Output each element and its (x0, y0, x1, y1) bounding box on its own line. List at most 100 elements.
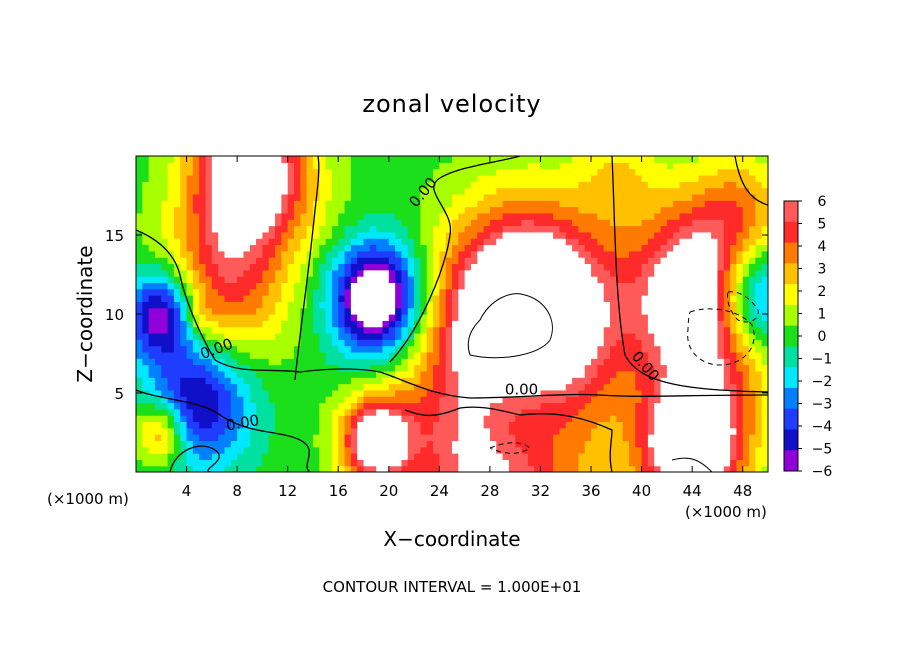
heatmap-cell (426, 421, 434, 429)
heatmap-cell (698, 402, 706, 410)
heatmap-cell (224, 446, 232, 454)
heatmap-cell (723, 453, 731, 460)
heatmap-cell (458, 225, 466, 233)
heatmap-cell (331, 269, 339, 277)
heatmap-cell (319, 339, 327, 347)
heatmap-cell (243, 225, 251, 233)
heatmap-cell (224, 364, 232, 372)
heatmap-cell (154, 314, 162, 321)
heatmap-cell (711, 446, 719, 454)
heatmap-cell (180, 377, 188, 385)
heatmap-cell (565, 257, 573, 265)
heatmap-cell (180, 263, 188, 271)
heatmap-cell (331, 434, 339, 441)
heatmap-cell (654, 187, 662, 195)
heatmap-cell (180, 389, 188, 397)
heatmap-cell (312, 389, 320, 397)
heatmap-cell (452, 345, 459, 353)
heatmap-cell (685, 440, 693, 448)
heatmap-cell (306, 440, 314, 448)
heatmap-cell (553, 389, 561, 397)
heatmap-cell (312, 465, 320, 472)
heatmap-cell (300, 263, 308, 271)
heatmap-cell (205, 206, 213, 214)
heatmap-cell (173, 250, 181, 258)
heatmap-cell (180, 231, 188, 239)
heatmap-cell (388, 345, 396, 353)
heatmap-cell (369, 238, 377, 246)
heatmap-cell (704, 257, 712, 265)
heatmap-cell (161, 257, 169, 265)
heatmap-cell (414, 301, 421, 309)
heatmap-cell (300, 383, 308, 391)
heatmap-cell (622, 162, 630, 170)
heatmap-cell (685, 377, 693, 385)
heatmap-cell (433, 295, 440, 302)
heatmap-cell (401, 162, 409, 170)
heatmap-cell (180, 250, 188, 258)
heatmap-cell (249, 332, 257, 340)
heatmap-cell (470, 257, 478, 265)
heatmap-cell (502, 415, 510, 423)
heatmap-cell (445, 415, 453, 423)
heatmap-cell (749, 212, 756, 220)
heatmap-cell (685, 408, 693, 416)
heatmap-cell (654, 402, 662, 410)
heatmap-cell (628, 156, 636, 163)
heatmap-cell (704, 269, 712, 277)
heatmap-cell (142, 244, 150, 252)
heatmap-cell (622, 219, 630, 227)
heatmap-cell (591, 415, 598, 423)
heatmap-cell (154, 187, 162, 195)
heatmap-cell (647, 156, 655, 163)
heatmap-cell (363, 396, 371, 404)
heatmap-cell (382, 225, 390, 233)
heatmap-cell (445, 465, 453, 472)
heatmap-cell (167, 263, 175, 271)
heatmap-cell (730, 269, 737, 277)
heatmap-cell (546, 440, 554, 448)
heatmap-cell (565, 295, 573, 302)
heatmap-cell (363, 320, 371, 328)
heatmap-cell (218, 427, 226, 435)
heatmap-cell (148, 162, 156, 170)
heatmap-cell (224, 250, 232, 258)
heatmap-cell (376, 282, 384, 290)
heatmap-cell (496, 434, 504, 441)
heatmap-cell (395, 200, 403, 208)
heatmap-cell (755, 351, 763, 359)
heatmap-cell (199, 383, 207, 391)
heatmap-cell (755, 427, 763, 435)
heatmap-cell (477, 332, 485, 340)
heatmap-cell (508, 174, 516, 182)
heatmap-cell (628, 314, 636, 321)
heatmap-cell (508, 288, 516, 296)
heatmap-cell (173, 212, 181, 220)
heatmap-cell (294, 453, 301, 460)
heatmap-cell (515, 332, 523, 340)
heatmap-cell (388, 427, 396, 435)
heatmap-cell (477, 257, 485, 265)
heatmap-cell (679, 440, 687, 448)
heatmap-cell (553, 301, 561, 309)
heatmap-cell (357, 181, 365, 189)
heatmap-cell (666, 200, 674, 208)
heatmap-cell (338, 370, 346, 378)
heatmap-cell (395, 339, 403, 347)
heatmap-cell (565, 326, 573, 334)
heatmap-cell (148, 168, 156, 176)
heatmap-cell (521, 453, 529, 460)
heatmap-cell (395, 396, 403, 404)
heatmap-cell (521, 332, 529, 340)
heatmap-cell (306, 427, 314, 435)
heatmap-cell (603, 219, 611, 227)
heatmap-cell (192, 427, 200, 435)
heatmap-cell (698, 193, 706, 201)
heatmap-cell (502, 174, 510, 182)
heatmap-cell (136, 332, 143, 340)
heatmap-cell (363, 364, 371, 372)
heatmap-cell (521, 162, 529, 170)
heatmap-cell (382, 250, 390, 258)
heatmap-cell (312, 187, 320, 195)
heatmap-cell (742, 193, 750, 201)
